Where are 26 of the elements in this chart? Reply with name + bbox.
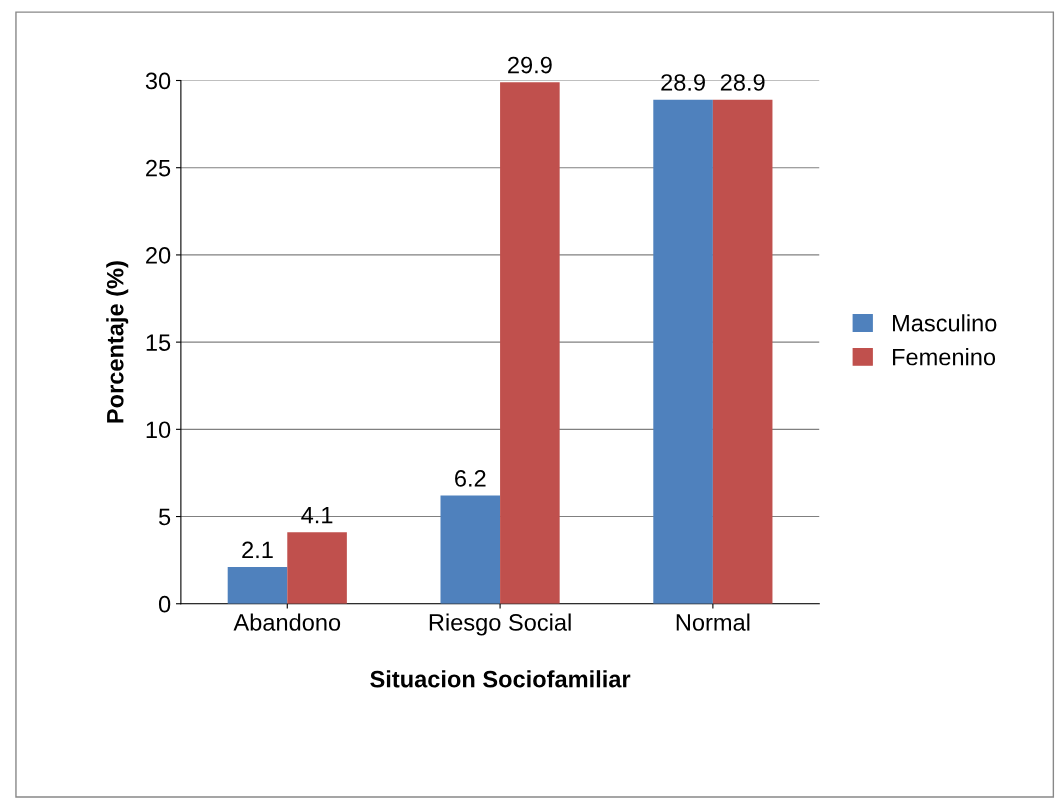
y-tick-label: 15 xyxy=(146,334,171,351)
x-tick-label: Normal xyxy=(676,613,750,631)
bar xyxy=(287,532,347,604)
bar xyxy=(712,99,773,604)
y-tick-label: 10 xyxy=(146,421,171,439)
y-tick-label: 30 xyxy=(145,72,171,90)
y-tick-label: 25 xyxy=(146,159,171,177)
data-label: 28.9 xyxy=(720,74,765,91)
x-axis-title: Situacion Sociofamiliar xyxy=(370,670,631,688)
legend-label: Femenino xyxy=(893,348,996,366)
y-tick-label: 5 xyxy=(158,508,171,526)
legend-label: Masculino xyxy=(893,314,997,332)
bar xyxy=(227,567,288,604)
bar xyxy=(653,99,713,604)
data-label: 28.9 xyxy=(661,74,705,91)
bar xyxy=(500,82,560,604)
y-tick-label: 20 xyxy=(146,246,171,264)
data-label: 2.1 xyxy=(242,541,273,559)
y-tick-label: 0 xyxy=(158,595,171,613)
data-label: 29.9 xyxy=(508,56,552,74)
data-label: 6.2 xyxy=(455,470,486,487)
y-axis-title: Porcentaje (%) xyxy=(106,261,129,423)
x-tick-label: Riesgo Social xyxy=(429,613,571,636)
bar xyxy=(440,495,501,604)
data-label: 4.1 xyxy=(301,506,333,524)
x-tick-label: Abandono xyxy=(233,613,341,631)
